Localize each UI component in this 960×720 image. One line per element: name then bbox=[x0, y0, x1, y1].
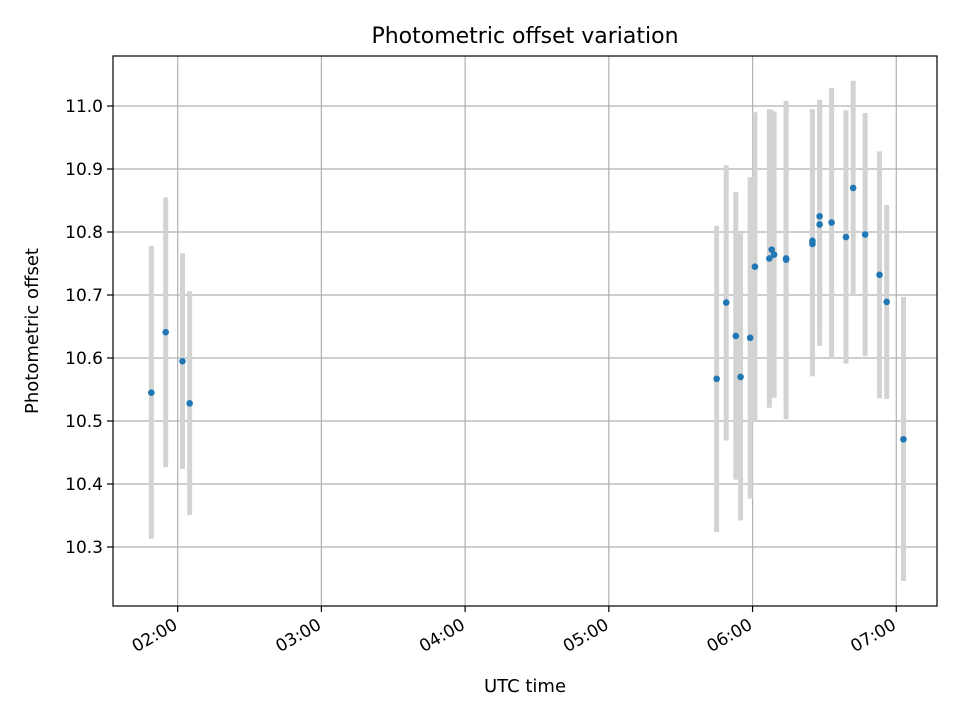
data-point bbox=[770, 251, 778, 258]
data-point bbox=[162, 328, 169, 336]
chart-title: Photometric offset variation bbox=[371, 24, 678, 49]
data-point bbox=[186, 400, 193, 407]
data-point bbox=[737, 373, 744, 381]
data-point bbox=[861, 231, 869, 238]
data-point bbox=[900, 435, 907, 443]
data-point bbox=[816, 221, 823, 228]
data-point bbox=[809, 240, 816, 248]
y-tick-label: 10.3 bbox=[65, 538, 103, 558]
plot-area bbox=[113, 56, 937, 606]
data-point bbox=[768, 246, 776, 253]
y-tick-label: 10.9 bbox=[65, 160, 103, 180]
data-point bbox=[782, 256, 790, 264]
data-point bbox=[876, 271, 883, 279]
y-tick-label: 10.6 bbox=[65, 349, 103, 369]
data-point bbox=[816, 212, 823, 220]
data-point bbox=[713, 375, 720, 383]
y-tick-label: 11.0 bbox=[65, 97, 103, 117]
data-point bbox=[179, 357, 186, 365]
data-point bbox=[722, 299, 730, 306]
data-point bbox=[849, 184, 857, 192]
data-point bbox=[751, 263, 759, 270]
data-point bbox=[148, 389, 155, 396]
data-point bbox=[883, 298, 890, 306]
y-tick-label: 10.7 bbox=[65, 286, 103, 306]
y-tick-label: 10.8 bbox=[65, 223, 103, 243]
y-axis: 10.3 10.4 10.5 10.6 10.7 10.8 10.9 11.0 bbox=[65, 97, 113, 558]
plot-frame bbox=[112, 55, 938, 607]
y-tick-label: 10.4 bbox=[65, 475, 103, 495]
data-point bbox=[746, 334, 754, 342]
y-tick-label: 10.5 bbox=[65, 412, 103, 432]
x-axis-label: UTC time bbox=[484, 676, 566, 697]
data-point bbox=[828, 219, 835, 226]
y-axis-label: Photometric offset bbox=[22, 248, 43, 414]
data-point bbox=[842, 233, 850, 241]
data-point bbox=[766, 255, 773, 262]
data-point bbox=[732, 332, 740, 340]
data-points bbox=[148, 184, 907, 443]
